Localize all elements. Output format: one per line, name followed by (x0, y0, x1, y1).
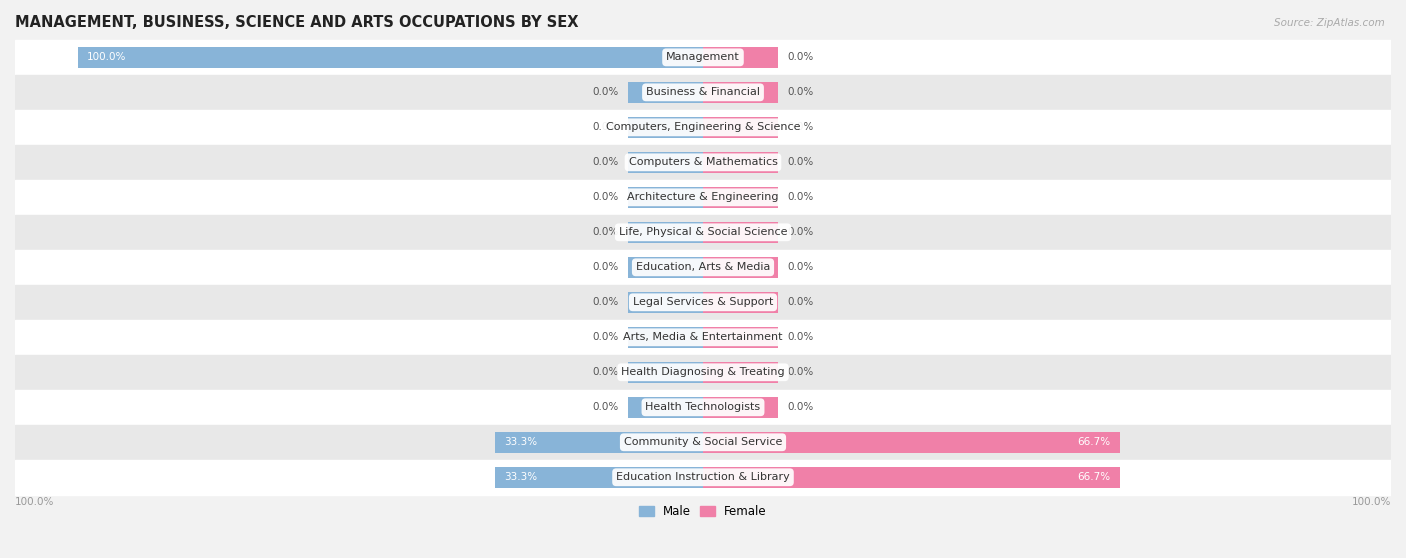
Text: Life, Physical & Social Science: Life, Physical & Social Science (619, 227, 787, 237)
Text: 0.0%: 0.0% (787, 88, 814, 97)
Bar (703, 257, 778, 278)
Bar (15, 285, 1391, 320)
Text: 0.0%: 0.0% (592, 193, 619, 203)
Text: 0.0%: 0.0% (787, 402, 814, 412)
Bar (15, 110, 1391, 145)
Text: Computers & Mathematics: Computers & Mathematics (628, 157, 778, 167)
Text: 0.0%: 0.0% (787, 297, 814, 307)
Text: Architecture & Engineering: Architecture & Engineering (627, 193, 779, 203)
Bar (703, 82, 778, 103)
Bar (15, 40, 1391, 75)
Bar (703, 187, 778, 208)
Text: Education Instruction & Library: Education Instruction & Library (616, 472, 790, 482)
Bar (495, 466, 703, 488)
Text: 100.0%: 100.0% (1351, 497, 1391, 507)
Bar (15, 425, 1391, 460)
Text: 66.7%: 66.7% (1077, 472, 1111, 482)
Bar (15, 320, 1391, 355)
Bar (15, 390, 1391, 425)
Text: Legal Services & Support: Legal Services & Support (633, 297, 773, 307)
Text: 0.0%: 0.0% (592, 402, 619, 412)
Text: 33.3%: 33.3% (505, 437, 537, 448)
Text: 0.0%: 0.0% (592, 262, 619, 272)
Text: Education, Arts & Media: Education, Arts & Media (636, 262, 770, 272)
Text: 0.0%: 0.0% (592, 157, 619, 167)
Bar (628, 397, 703, 418)
Bar (628, 187, 703, 208)
Text: 0.0%: 0.0% (787, 367, 814, 377)
Bar (15, 460, 1391, 495)
Bar (703, 117, 778, 138)
Bar (15, 145, 1391, 180)
Bar (15, 215, 1391, 250)
Text: Source: ZipAtlas.com: Source: ZipAtlas.com (1274, 18, 1385, 28)
Bar (703, 292, 778, 313)
Bar (77, 47, 703, 68)
Text: 100.0%: 100.0% (15, 497, 55, 507)
Bar (15, 180, 1391, 215)
Text: MANAGEMENT, BUSINESS, SCIENCE AND ARTS OCCUPATIONS BY SEX: MANAGEMENT, BUSINESS, SCIENCE AND ARTS O… (15, 15, 578, 30)
Bar (703, 47, 778, 68)
Bar (15, 250, 1391, 285)
Bar (15, 75, 1391, 110)
Bar (628, 257, 703, 278)
Text: Health Technologists: Health Technologists (645, 402, 761, 412)
Text: 66.7%: 66.7% (1077, 437, 1111, 448)
Bar (628, 222, 703, 243)
Text: 0.0%: 0.0% (592, 333, 619, 342)
Text: 33.3%: 33.3% (505, 472, 537, 482)
Bar (703, 222, 778, 243)
Text: 0.0%: 0.0% (592, 297, 619, 307)
Text: 0.0%: 0.0% (787, 52, 814, 62)
Bar (628, 152, 703, 173)
Bar (628, 292, 703, 313)
Text: Computers, Engineering & Science: Computers, Engineering & Science (606, 122, 800, 132)
Text: Business & Financial: Business & Financial (645, 88, 761, 97)
Bar (703, 466, 1121, 488)
Bar (703, 432, 1121, 453)
Bar (628, 362, 703, 383)
Bar (703, 362, 778, 383)
Text: 0.0%: 0.0% (787, 333, 814, 342)
Bar (703, 152, 778, 173)
Bar (495, 432, 703, 453)
Text: 0.0%: 0.0% (787, 157, 814, 167)
Text: 0.0%: 0.0% (787, 262, 814, 272)
Legend: Male, Female: Male, Female (634, 501, 772, 523)
Bar (703, 397, 778, 418)
Text: Health Diagnosing & Treating: Health Diagnosing & Treating (621, 367, 785, 377)
Text: 100.0%: 100.0% (87, 52, 127, 62)
Text: 0.0%: 0.0% (592, 122, 619, 132)
Text: 0.0%: 0.0% (592, 88, 619, 97)
Bar (628, 327, 703, 348)
Text: Community & Social Service: Community & Social Service (624, 437, 782, 448)
Text: 0.0%: 0.0% (787, 193, 814, 203)
Text: 0.0%: 0.0% (787, 122, 814, 132)
Text: 0.0%: 0.0% (592, 227, 619, 237)
Text: 0.0%: 0.0% (787, 227, 814, 237)
Bar (15, 355, 1391, 390)
Bar (628, 117, 703, 138)
Bar (628, 82, 703, 103)
Text: Management: Management (666, 52, 740, 62)
Text: 0.0%: 0.0% (592, 367, 619, 377)
Bar (703, 327, 778, 348)
Text: Arts, Media & Entertainment: Arts, Media & Entertainment (623, 333, 783, 342)
